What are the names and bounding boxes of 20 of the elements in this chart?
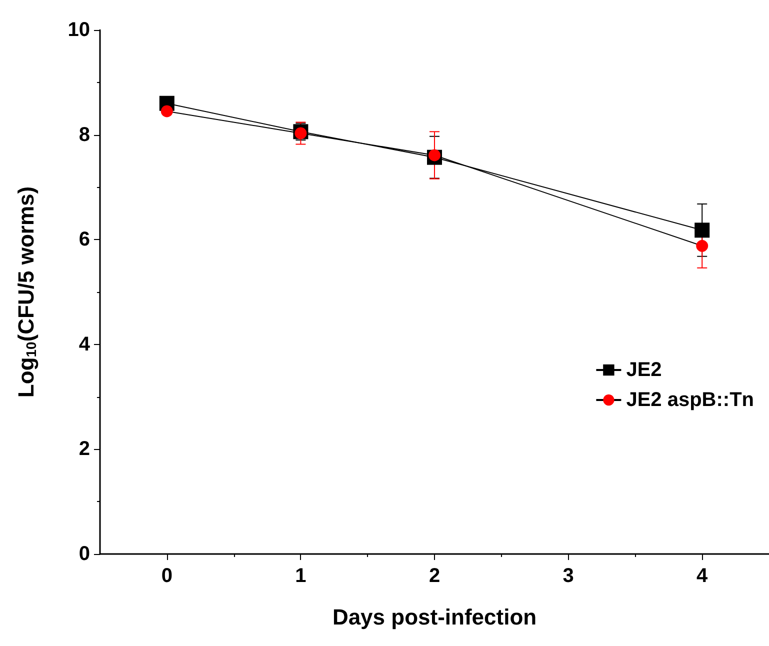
y-tick-label: 0 xyxy=(78,543,90,565)
legend-label: JE2 xyxy=(626,359,662,381)
x-tick-label: 1 xyxy=(295,565,306,587)
x-tick-label: 4 xyxy=(696,565,709,587)
y-tick-label: 6 xyxy=(78,228,90,251)
point xyxy=(428,149,440,162)
point xyxy=(160,105,173,118)
y-axis-title: Log10(CFU/5 worms) xyxy=(14,186,39,398)
point xyxy=(294,127,307,140)
point xyxy=(694,222,710,238)
point xyxy=(696,240,708,252)
y-tick-label: 8 xyxy=(78,124,90,146)
x-tick-label: 0 xyxy=(161,565,172,587)
x-tick-label: 3 xyxy=(562,565,574,587)
y-tick-label: 2 xyxy=(78,438,90,460)
legend-label: JE2 aspB::Tn xyxy=(626,389,754,411)
x-axis-title: Days post-infection xyxy=(332,604,537,630)
y-tick-label: 10 xyxy=(68,19,90,41)
y-tick-label: 4 xyxy=(78,333,91,356)
x-tick-label: 2 xyxy=(428,565,440,587)
